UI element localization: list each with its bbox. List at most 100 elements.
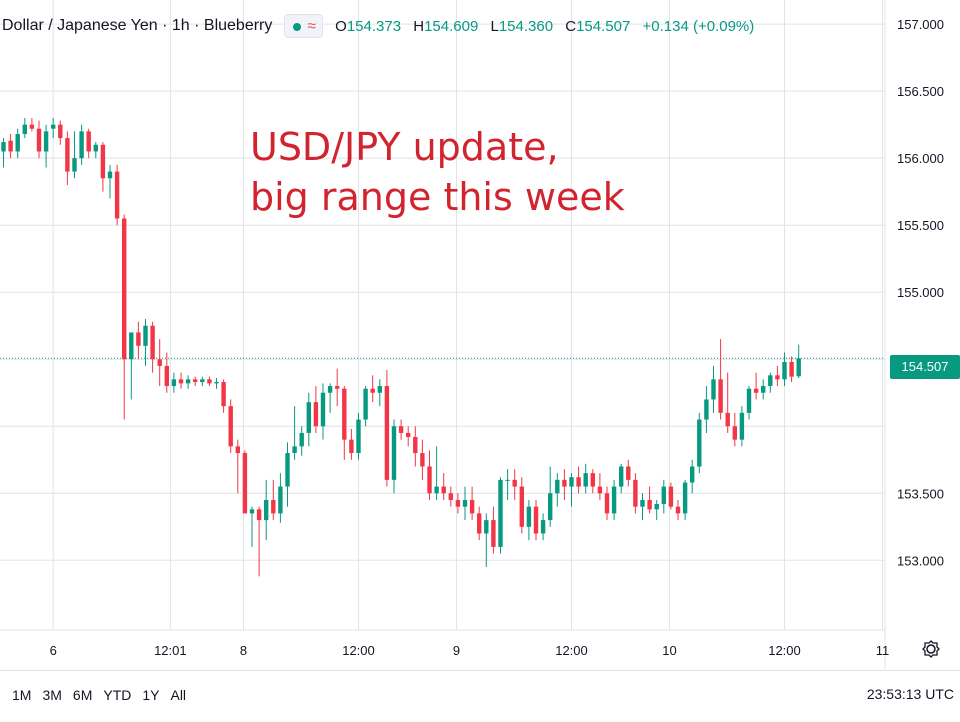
x-tick-label: 9 — [453, 643, 460, 658]
chart-grid — [0, 0, 885, 630]
candle-body — [143, 325, 148, 346]
candle-body — [789, 361, 794, 377]
chart-header: Dollar / Japanese Yen · 1h · Blueberry ≈… — [0, 0, 885, 52]
range-ytd-button[interactable]: YTD — [103, 687, 132, 703]
last-price-tag: 154.507 — [890, 355, 960, 379]
candle-body — [619, 466, 624, 487]
candle-body — [761, 386, 766, 393]
candle-body — [36, 128, 42, 152]
close-label: C — [565, 17, 577, 35]
symbol-title[interactable]: Dollar / Japanese Yen · 1h · Blueberry — [2, 17, 273, 34]
candle-body — [278, 486, 283, 514]
candle-body — [43, 131, 49, 152]
chart-annotation[interactable]: USD/JPY update, big range this week — [250, 122, 625, 222]
candle-body — [228, 406, 233, 447]
candle-body — [129, 332, 134, 360]
candle-body — [498, 479, 503, 547]
open-label: O — [335, 17, 347, 35]
high-value: 154.609 — [424, 17, 479, 35]
candle-body — [491, 520, 496, 547]
candle-body — [583, 473, 588, 487]
annotation-line-1: USD/JPY update, — [250, 125, 559, 169]
x-tick-label: 12:00 — [768, 643, 801, 658]
candle-body — [640, 499, 645, 507]
candle-body — [8, 140, 13, 152]
candle-body — [746, 388, 752, 413]
candle-body — [264, 499, 269, 521]
candle-body — [704, 399, 709, 420]
candle-body — [377, 386, 382, 393]
x-tick-label: 11 — [876, 643, 890, 658]
candle-body — [342, 388, 347, 440]
candle-body — [22, 124, 27, 135]
range-1y-button[interactable]: 1Y — [142, 687, 160, 703]
candle-body — [484, 520, 489, 534]
candle-body — [79, 131, 84, 159]
candle-body — [427, 466, 432, 494]
y-tick-label: 157.000 — [897, 17, 944, 32]
candle-body — [455, 499, 461, 507]
candle-body — [285, 453, 290, 487]
candle-body — [569, 477, 574, 487]
candle-body — [697, 419, 702, 467]
y-tick-label: 153.000 — [897, 553, 944, 568]
candle-body — [718, 379, 723, 413]
bottom-toolbar: 1M 3M 6M YTD 1Y All 23:53:13 UTC — [0, 670, 960, 719]
candle-body — [327, 386, 333, 393]
candle-body — [299, 432, 304, 447]
x-tick-label: 12:00 — [555, 643, 588, 658]
candle-body — [306, 402, 311, 433]
candle-body — [782, 361, 787, 380]
candle-body — [775, 375, 780, 380]
status-dot-icon[interactable]: ≈ — [284, 14, 324, 38]
candle-body — [51, 124, 56, 129]
candle-body — [448, 493, 453, 500]
candle-body — [413, 436, 418, 454]
candle-body — [590, 473, 595, 487]
candle-body — [633, 479, 638, 507]
candle-body — [519, 486, 524, 527]
candle-body — [221, 382, 226, 407]
candle-body — [93, 144, 98, 152]
range-all-button[interactable]: All — [170, 687, 187, 703]
candle-body — [320, 392, 326, 427]
x-tick-label: 12:01 — [154, 643, 187, 658]
y-tick-label: 153.500 — [897, 486, 944, 501]
candle-body — [548, 493, 553, 521]
candle-body — [725, 412, 730, 427]
candle-body — [796, 358, 801, 377]
candle-body — [654, 504, 659, 510]
close-value: 154.507 — [576, 17, 631, 35]
candle-body — [661, 486, 666, 504]
candle-body — [753, 388, 759, 393]
candle-body — [526, 506, 532, 527]
low-label: L — [490, 17, 499, 35]
candle-body — [349, 439, 354, 454]
candle-body — [611, 486, 617, 514]
candles-group — [1, 117, 801, 577]
candle-body — [29, 124, 35, 129]
range-1m-button[interactable]: 1M — [12, 687, 32, 703]
utc-clock[interactable]: 23:53:13 UTC — [866, 686, 954, 702]
range-3m-button[interactable]: 3M — [42, 687, 62, 703]
range-6m-button[interactable]: 6M — [72, 687, 93, 703]
candle-body — [384, 386, 390, 480]
y-tick-label: 156.500 — [897, 84, 944, 99]
candle-body — [356, 419, 361, 454]
y-tick-label: 156.000 — [897, 151, 944, 166]
candle-body — [391, 426, 397, 480]
candle-body — [576, 477, 581, 487]
candle-body — [72, 158, 77, 172]
candle-body — [249, 509, 255, 514]
settings-gear-icon[interactable] — [920, 638, 942, 660]
candle-body — [136, 332, 141, 346]
candle-body — [214, 382, 219, 384]
candle-body — [604, 493, 610, 514]
candle-body — [178, 379, 184, 384]
change-value: +0.134 (+0.09%) — [642, 17, 755, 35]
candle-body — [420, 453, 425, 467]
candle-body — [682, 482, 688, 514]
x-tick-label: 10 — [662, 643, 676, 658]
candle-body — [675, 506, 681, 514]
